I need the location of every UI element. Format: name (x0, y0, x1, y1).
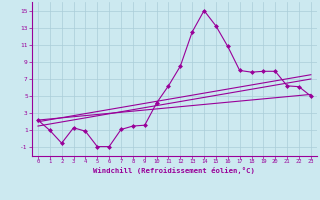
X-axis label: Windchill (Refroidissement éolien,°C): Windchill (Refroidissement éolien,°C) (93, 167, 255, 174)
